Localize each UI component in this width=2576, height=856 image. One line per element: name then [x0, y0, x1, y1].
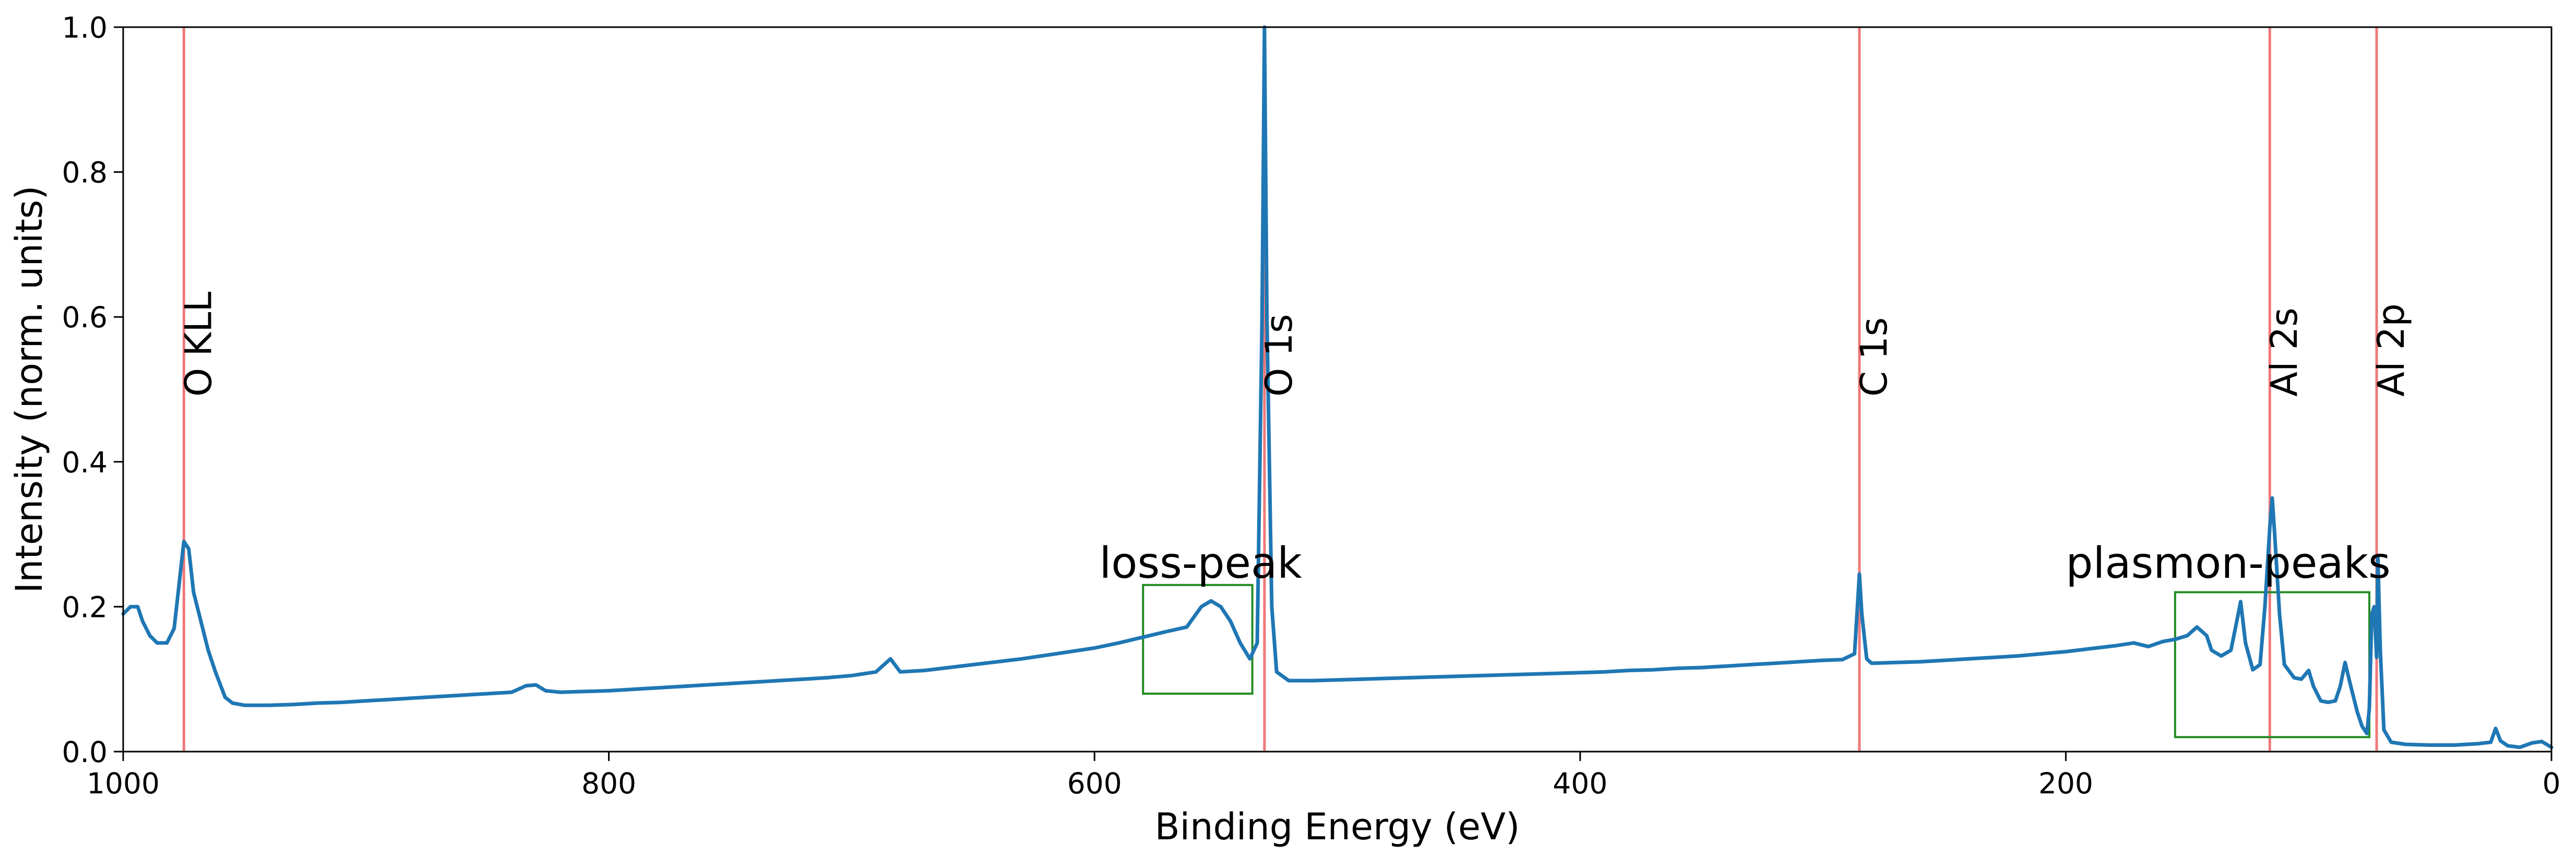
x-axis: 1000 800 600 400 200 0: [87, 752, 2561, 800]
y-tick-label: 1.0: [62, 11, 108, 44]
reference-line-label: Al 2s: [2263, 307, 2306, 397]
y-axis: 0.0 0.2 0.4 0.6 0.8 1.0: [62, 11, 123, 769]
x-tick-label: 1000: [87, 767, 160, 800]
x-tick-label: 0: [2543, 767, 2561, 800]
reference-line-label: C 1s: [1853, 317, 1895, 397]
annotation-boxes: [1142, 584, 2371, 739]
reference-line-label: O KLL: [177, 292, 220, 397]
plot-frame: [122, 26, 2553, 753]
series-group: [121, 25, 2554, 750]
y-tick-label: 0.2: [62, 590, 108, 624]
annotation-label: plasmon-peaks: [2066, 539, 2390, 588]
x-tick-label: 200: [2038, 767, 2093, 800]
y-tick-label: 0.6: [62, 301, 108, 334]
y-tick-label: 0.8: [62, 156, 108, 189]
x-tick-label: 600: [1067, 767, 1122, 800]
y-tick-label: 0.0: [62, 735, 108, 769]
x-tick-label: 800: [581, 767, 636, 800]
annotations: loss-peak plasmon-peaks: [1100, 539, 2391, 588]
reference-line-label: O 1s: [1258, 314, 1301, 397]
highlight-box: [1142, 584, 1254, 695]
spectrum-line: [121, 25, 2554, 750]
y-axis-label: Intensity (norm. units): [8, 185, 51, 593]
reference-line-label: Al 2p: [2370, 303, 2413, 397]
y-tick-label: 0.4: [62, 446, 108, 479]
highlight-box: [2174, 591, 2371, 739]
reference-labels: O KLL O 1s C 1s Al 2s Al 2p: [177, 292, 2413, 397]
x-tick-label: 400: [1553, 767, 1607, 800]
x-axis-label: Binding Energy (eV): [1155, 805, 1520, 848]
annotation-label: loss-peak: [1100, 539, 1303, 588]
